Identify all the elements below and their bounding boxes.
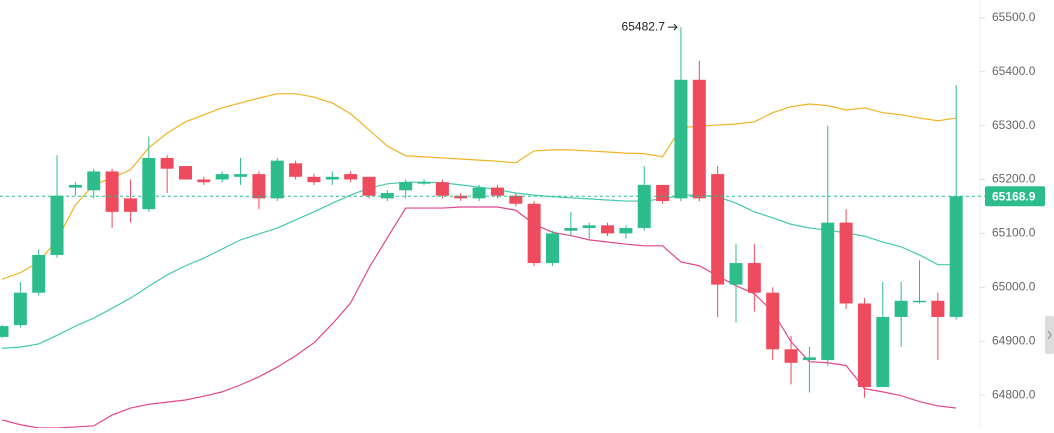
- candle-body: [252, 174, 266, 199]
- candle-body: [839, 222, 853, 304]
- last-price-label: 65168.9: [992, 189, 1036, 203]
- candle-body: [913, 300, 926, 303]
- candle-body: [747, 263, 761, 293]
- candle-body: [784, 349, 798, 363]
- candle-body: [417, 182, 431, 184]
- candle-body: [766, 292, 780, 350]
- y-tick-label: 65300.0: [992, 118, 1036, 132]
- candle-body: [142, 157, 156, 210]
- candle-body: [454, 195, 468, 199]
- candle-body: [601, 225, 615, 234]
- candle-body: [179, 166, 192, 180]
- candle-body: [307, 176, 321, 183]
- candle-body: [289, 163, 303, 177]
- last-price-box: [985, 186, 1045, 207]
- y-tick-label: 65400.0: [992, 64, 1036, 78]
- scroll-arrow: [1047, 330, 1052, 340]
- candle-body: [582, 225, 596, 229]
- max-label: 65482.7: [622, 19, 666, 33]
- candle-body: [105, 171, 119, 212]
- candle-body: [894, 300, 908, 317]
- band-line: [1, 206, 957, 429]
- max-arrow: [667, 23, 678, 31]
- band-line: [1, 93, 957, 280]
- y-tick-label: 65500.0: [992, 10, 1036, 24]
- candle-body: [270, 160, 284, 199]
- candle-body: [344, 174, 358, 180]
- y-tick-label: 64800.0: [992, 387, 1036, 401]
- y-tick-label: 65200.0: [992, 172, 1036, 186]
- candle-body: [637, 184, 651, 229]
- candle-body: [234, 174, 248, 177]
- candle-body: [931, 300, 945, 317]
- y-tick-label: 65100.0: [992, 226, 1036, 240]
- y-tick-label: 65000.0: [992, 279, 1036, 293]
- candle-body: [619, 228, 633, 234]
- candle-body: [197, 179, 211, 183]
- candle-body: [876, 316, 890, 388]
- candle-body: [857, 303, 871, 388]
- candle-body: [527, 203, 541, 264]
- candle-body: [564, 228, 578, 231]
- candle-body: [399, 182, 413, 191]
- candle-body: [472, 187, 486, 199]
- candle-body: [821, 222, 835, 361]
- candle-body: [949, 196, 963, 317]
- candle-body: [50, 195, 64, 255]
- candle-body: [68, 184, 82, 188]
- candle-body: [325, 176, 339, 180]
- candle-body: [435, 182, 449, 196]
- candle-body: [32, 254, 46, 293]
- candle-body: [123, 198, 137, 212]
- candle-body: [692, 79, 706, 199]
- candle-body: [674, 79, 688, 199]
- scrollbar[interactable]: [1045, 316, 1054, 354]
- candle-body: [802, 357, 816, 361]
- candle-body: [729, 263, 743, 285]
- candle-body: [490, 187, 504, 196]
- candle-body: [160, 157, 174, 169]
- candle-body: [215, 174, 229, 180]
- candle-body: [87, 171, 101, 191]
- candle-body: [509, 195, 523, 204]
- candle-body: [711, 174, 725, 285]
- candle-body: [656, 184, 670, 202]
- candle-body: [0, 326, 9, 337]
- candle-body: [380, 192, 394, 199]
- y-tick-label: 64900.0: [992, 333, 1036, 347]
- candle-body: [362, 176, 376, 196]
- candle-body: [13, 292, 27, 326]
- candle-body: [546, 233, 559, 264]
